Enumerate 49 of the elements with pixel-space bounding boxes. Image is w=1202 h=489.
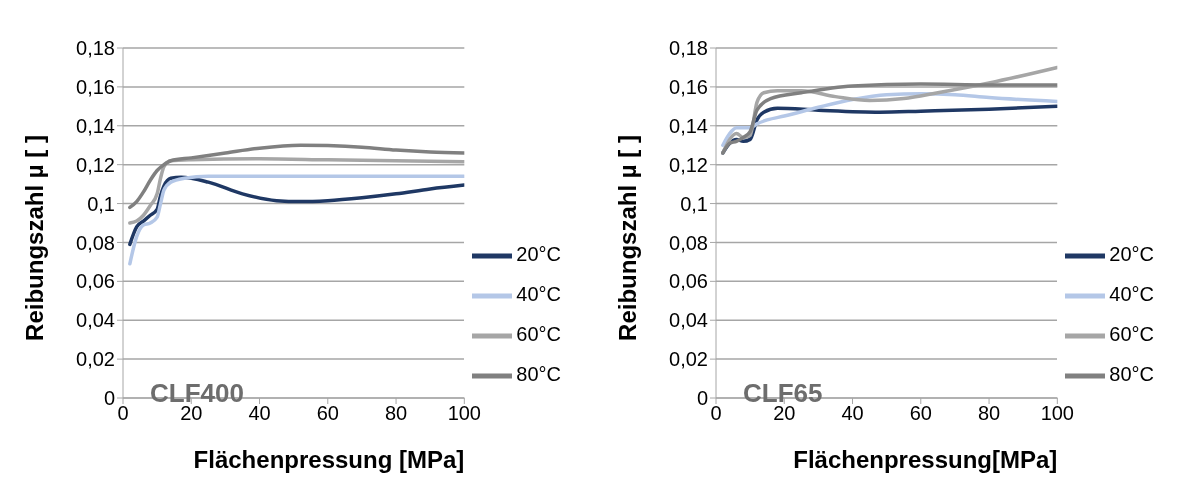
x-tick-label: 20 — [180, 402, 203, 425]
y-tick-label: 0,1 — [87, 192, 115, 215]
x-tick-label: 20 — [773, 402, 796, 425]
legend-label: 80°C — [516, 363, 561, 386]
legend-label: 60°C — [1109, 323, 1154, 346]
y-tick-label: 0,08 — [76, 231, 115, 254]
y-tick-label: 0,18 — [76, 37, 115, 60]
legend-label: 40°C — [516, 283, 561, 306]
y-tick-label: 0,12 — [76, 153, 115, 176]
x-tick-label: 80 — [384, 402, 408, 425]
line-series — [721, 82, 1058, 155]
y-tick-label: 0,18 — [669, 37, 708, 60]
x-tick-label: 100 — [447, 402, 481, 425]
x-axis-title: Flächenpressung[MPa] — [793, 446, 1058, 473]
line-series — [721, 91, 1058, 147]
x-tick-label: 0 — [710, 402, 722, 425]
x-axis-title: Flächenpressung [MPa] — [193, 446, 465, 473]
legend-label: 20°C — [516, 243, 561, 266]
legend-label: 60°C — [516, 323, 561, 346]
y-tick-label: 0,12 — [669, 153, 708, 176]
y-axis-title: Reibungszahl µ [ ] — [614, 135, 642, 341]
y-tick-label: 0 — [103, 387, 115, 410]
y-tick-label: 0,14 — [76, 114, 115, 137]
y-tick-label: 0,06 — [669, 270, 708, 293]
legend-label: 20°C — [1109, 243, 1154, 266]
y-tick-label: 0,02 — [669, 348, 708, 371]
x-tick-label: 80 — [977, 402, 1001, 425]
legend-label: 80°C — [1109, 363, 1154, 386]
x-tick-label: 100 — [1040, 402, 1074, 425]
y-axis-title: Reibungszahl µ [ ] — [21, 135, 49, 341]
y-tick-label: 0,04 — [669, 309, 708, 332]
x-tick-label: 60 — [316, 402, 339, 425]
y-tick-label: 0,1 — [680, 192, 708, 215]
y-tick-label: 0,06 — [76, 270, 115, 293]
line-series — [128, 174, 465, 266]
y-tick-label: 0,16 — [669, 75, 708, 98]
y-tick-label: 0,04 — [76, 309, 115, 332]
y-tick-label: 0,16 — [76, 75, 115, 98]
y-tick-label: 0,08 — [669, 231, 708, 254]
y-tick-label: 0,02 — [76, 348, 115, 371]
x-tick-label: 40 — [248, 402, 271, 425]
line-series — [128, 143, 465, 210]
y-tick-label: 0,14 — [669, 114, 708, 137]
x-tick-label: 40 — [841, 402, 864, 425]
x-tick-label: 0 — [117, 402, 129, 425]
x-tick-label: 60 — [909, 402, 932, 425]
y-tick-label: 0 — [696, 387, 708, 410]
line-series — [128, 175, 465, 247]
legend-label: 40°C — [1109, 283, 1154, 306]
